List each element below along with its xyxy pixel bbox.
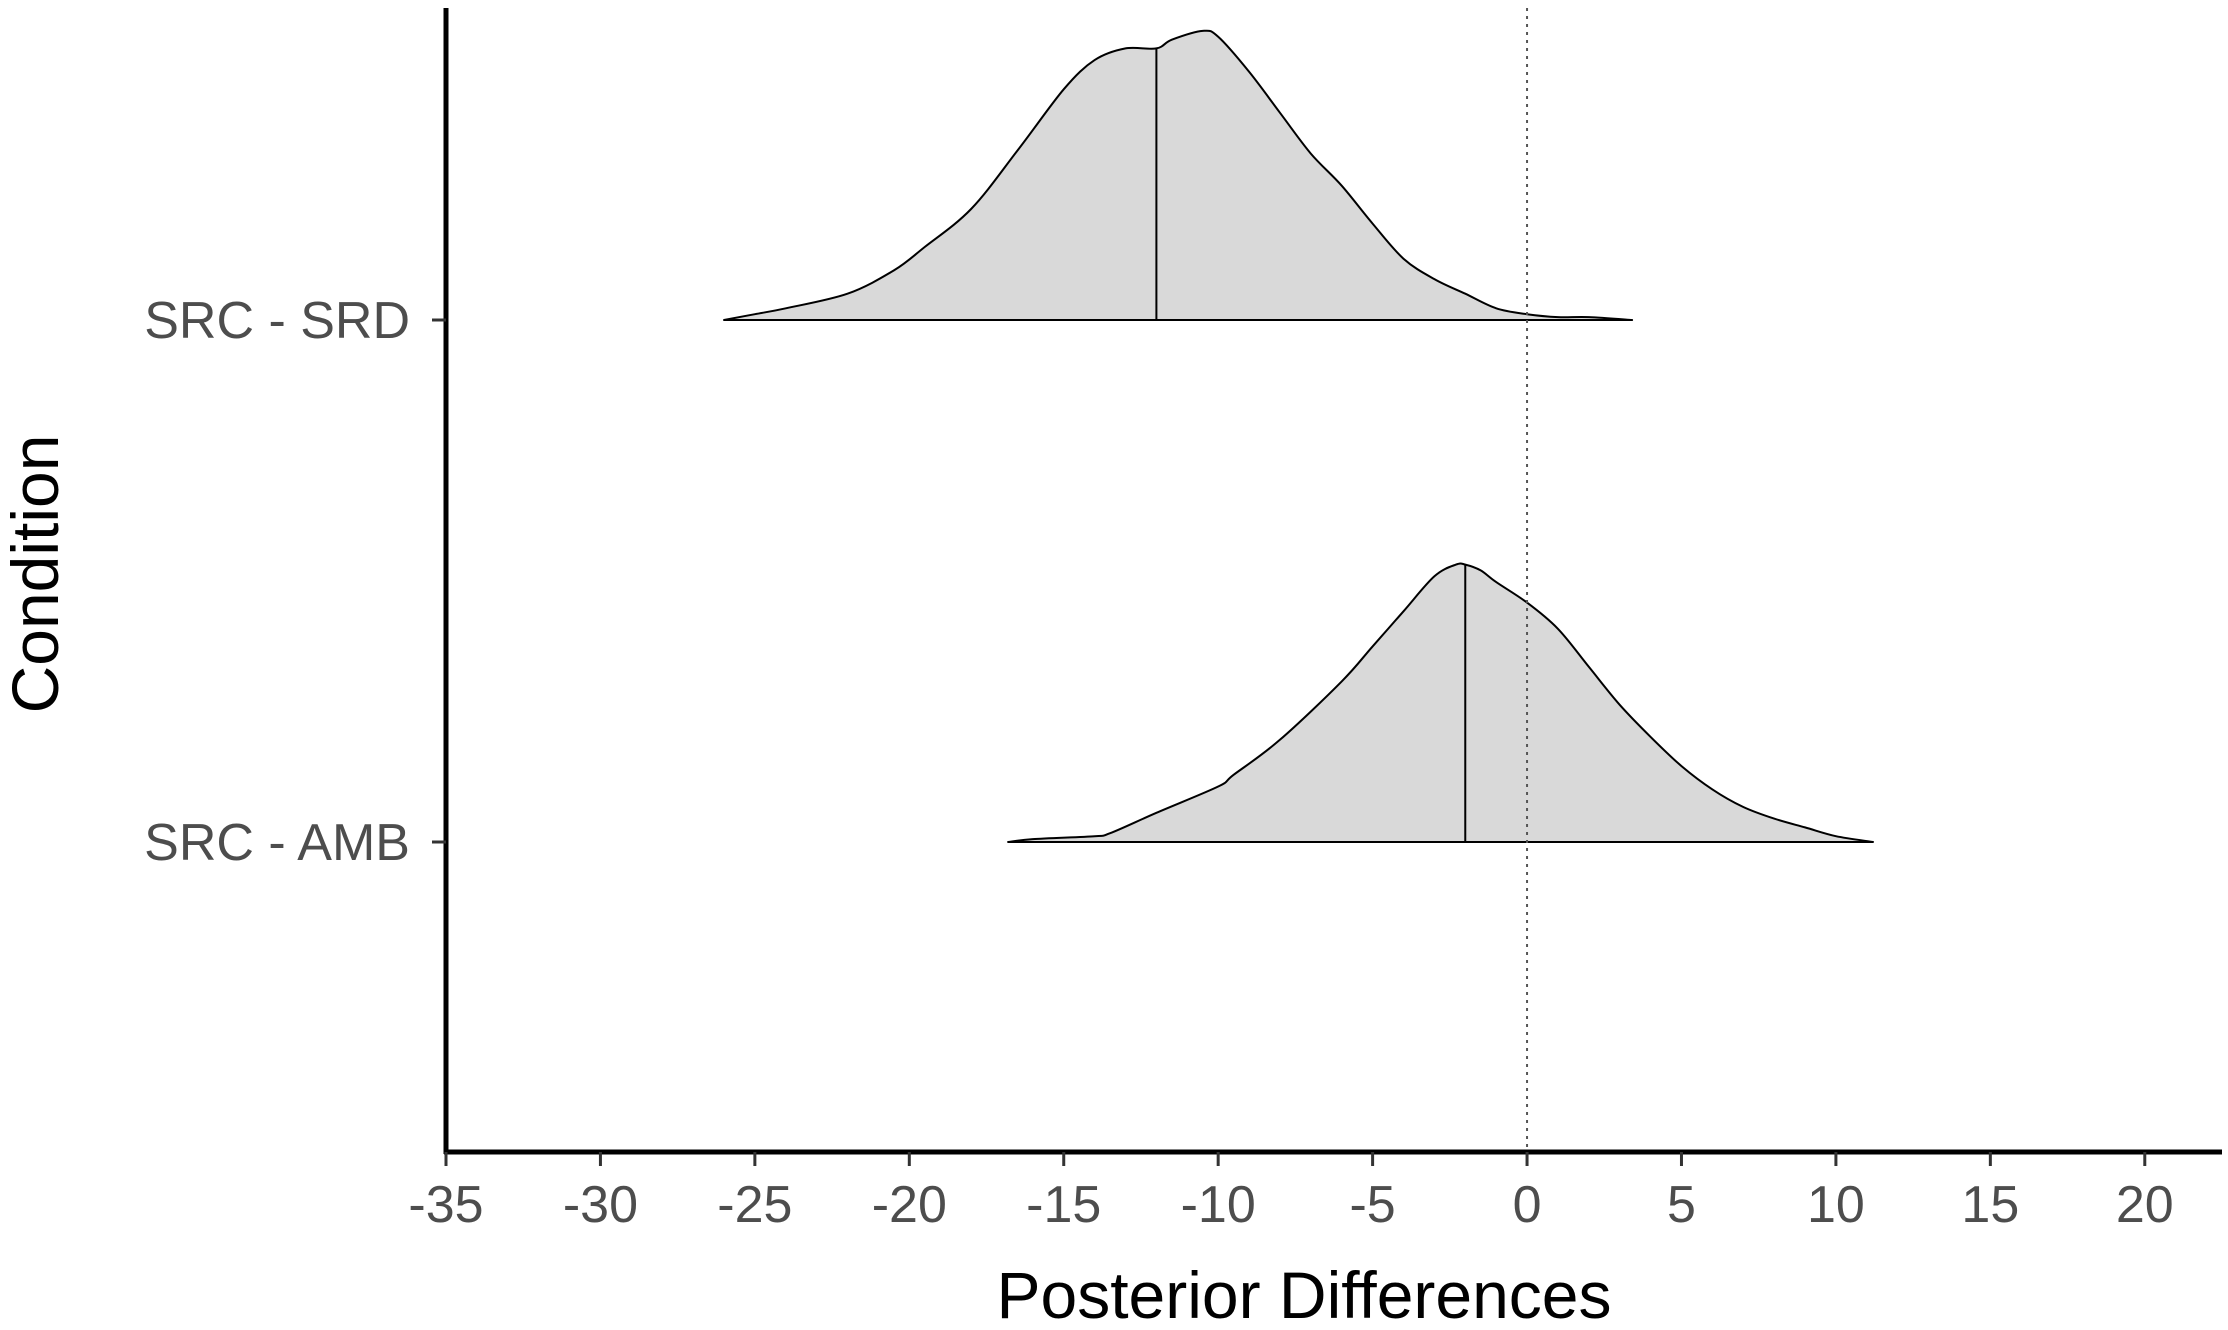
x-axis-title: Posterior Differences	[996, 1258, 1611, 1330]
x-tick-label: -25	[717, 1176, 792, 1234]
x-tick-label: -20	[872, 1176, 947, 1234]
axes-layer: -35 -30 -25 -20 -15 -10 -5 0 5 10 15 20 SRC - SRD SRC…	[144, 8, 2222, 1234]
x-tick-label: 15	[1961, 1176, 2019, 1234]
x-tick-label: -15	[1026, 1176, 1101, 1234]
x-tick-label: -5	[1349, 1176, 1395, 1234]
x-tick-label: 0	[1513, 1176, 1542, 1234]
y-category-label: SRC - AMB	[144, 814, 410, 872]
y-axis-title: Condition	[0, 435, 72, 714]
x-tick-label: -30	[563, 1176, 638, 1234]
x-tick-label: -10	[1181, 1176, 1256, 1234]
x-tick-label: 5	[1667, 1176, 1696, 1234]
x-tick-label: 20	[2116, 1176, 2174, 1234]
density-ridge-src-srd	[723, 29, 1634, 321]
density-ridge-src-amb	[1007, 562, 1874, 843]
x-tick-label: -35	[408, 1176, 483, 1234]
x-tick-label: 10	[1807, 1176, 1865, 1234]
y-category-label: SRC - SRD	[144, 292, 410, 350]
density-layer	[723, 29, 1874, 843]
